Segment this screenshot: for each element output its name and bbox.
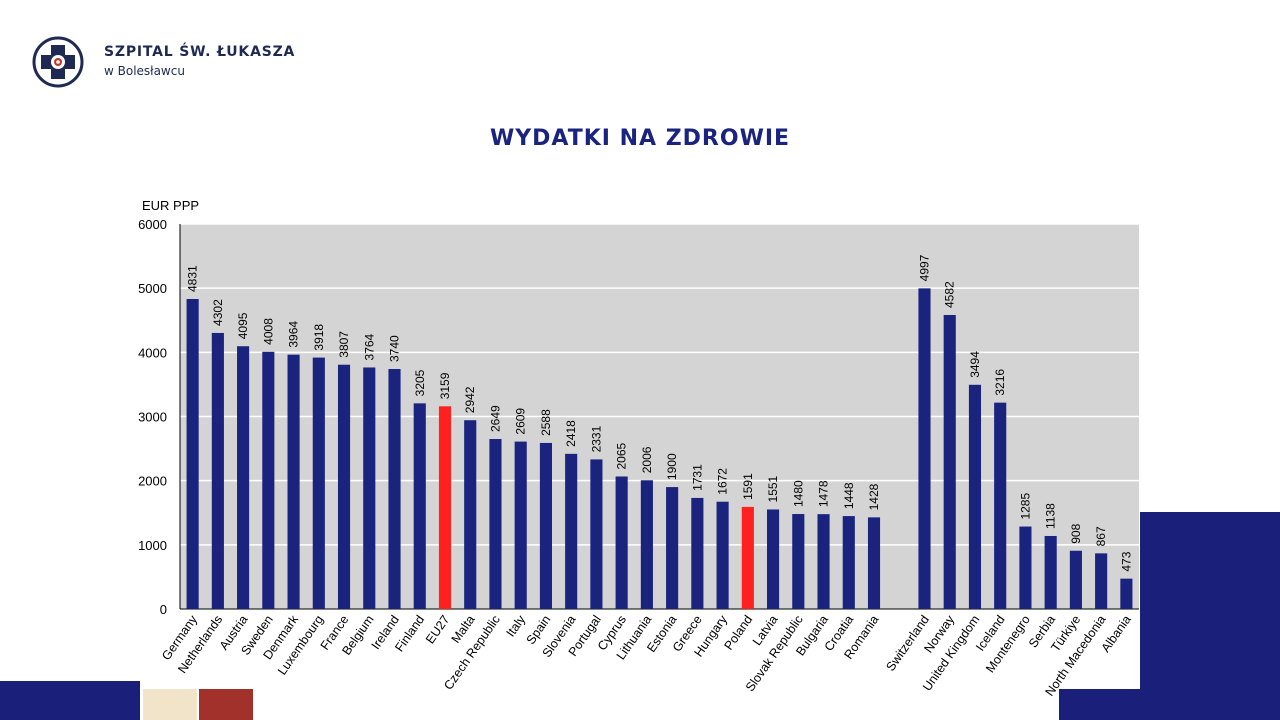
y-tick-label: 1000 bbox=[138, 538, 167, 553]
bar-value-label: 4008 bbox=[261, 318, 275, 345]
bar-value-label: 2331 bbox=[589, 425, 603, 452]
bar-value-label: 4095 bbox=[236, 312, 250, 339]
bar bbox=[590, 459, 603, 609]
bar-value-label: 2418 bbox=[564, 420, 578, 447]
bar bbox=[918, 288, 931, 609]
y-tick-label: 5000 bbox=[138, 281, 167, 296]
bar-value-label: 473 bbox=[1119, 551, 1133, 571]
bar bbox=[994, 402, 1007, 609]
bar bbox=[337, 364, 351, 609]
bar-value-label: 4997 bbox=[917, 254, 931, 281]
bar-value-label: 3159 bbox=[438, 372, 452, 399]
bar bbox=[867, 517, 881, 609]
bar bbox=[287, 354, 300, 609]
bar bbox=[211, 332, 224, 609]
bar bbox=[539, 442, 552, 609]
y-tick-label: 3000 bbox=[138, 410, 167, 425]
bar bbox=[741, 506, 754, 609]
bar-value-label: 1428 bbox=[867, 483, 881, 510]
bar-value-label: 3205 bbox=[413, 369, 427, 396]
bar-value-label: 3740 bbox=[388, 335, 402, 362]
bar bbox=[1069, 550, 1082, 609]
bar-value-label: 1672 bbox=[716, 468, 730, 495]
bar bbox=[792, 514, 805, 609]
bar-value-label: 1448 bbox=[842, 482, 856, 509]
x-category-label: Italy bbox=[504, 612, 529, 639]
decor-navy-block-right bbox=[1140, 512, 1280, 720]
decor-red-block bbox=[199, 689, 253, 720]
bar bbox=[237, 346, 250, 609]
bar-value-label: 1900 bbox=[665, 453, 679, 480]
bar-value-label: 2649 bbox=[488, 405, 502, 432]
hospital-name: SZPITAL ŚW. ŁUKASZA bbox=[104, 44, 296, 60]
bar-value-label: 3964 bbox=[287, 321, 301, 348]
bar bbox=[413, 403, 426, 609]
bar-value-label: 908 bbox=[1069, 523, 1083, 543]
bar-value-label: 2942 bbox=[463, 386, 477, 413]
bar bbox=[640, 480, 653, 609]
bar-value-label: 1591 bbox=[741, 473, 755, 500]
bar bbox=[262, 351, 275, 609]
y-axis-label: EUR PPP bbox=[142, 198, 199, 213]
bar bbox=[388, 369, 401, 609]
bar-value-label: 2609 bbox=[514, 408, 528, 435]
bar bbox=[842, 516, 855, 609]
medical-cross-logo-icon bbox=[32, 36, 84, 88]
bar-value-label: 1138 bbox=[1044, 503, 1058, 529]
hospital-location: w Bolesławcu bbox=[104, 64, 185, 78]
bar bbox=[1044, 535, 1057, 609]
y-tick-label: 6000 bbox=[138, 217, 167, 232]
bar bbox=[1120, 578, 1133, 609]
bar bbox=[817, 514, 830, 609]
bar-value-label: 3764 bbox=[362, 333, 376, 360]
bar bbox=[1095, 553, 1108, 609]
bar bbox=[363, 367, 376, 609]
bar-value-label: 1285 bbox=[1018, 493, 1032, 520]
bar bbox=[514, 441, 527, 609]
x-category-label: EU27 bbox=[423, 613, 452, 647]
bar bbox=[943, 314, 956, 609]
bar bbox=[438, 406, 452, 609]
bar-value-label: 3807 bbox=[337, 331, 351, 358]
bar bbox=[968, 384, 982, 609]
bar bbox=[767, 509, 780, 609]
slide-title: WYDATKI NA ZDROWIE bbox=[489, 126, 791, 151]
bar bbox=[186, 299, 199, 609]
bar-value-label: 4582 bbox=[943, 281, 957, 308]
bar bbox=[489, 439, 502, 609]
bar bbox=[691, 497, 704, 609]
bar-value-label: 2006 bbox=[640, 446, 654, 473]
bar-value-label: 2588 bbox=[539, 409, 553, 436]
bar-value-label: 1480 bbox=[791, 480, 805, 507]
decor-cream-block bbox=[143, 689, 197, 720]
bar-value-label: 4302 bbox=[211, 299, 225, 326]
bar bbox=[716, 501, 729, 609]
bar-value-label: 3494 bbox=[968, 351, 982, 378]
bar-value-label: 3918 bbox=[312, 324, 326, 351]
bar bbox=[615, 476, 628, 609]
bar-value-label: 1551 bbox=[766, 475, 780, 502]
bar-value-label: 3216 bbox=[993, 369, 1007, 396]
decor-navy-block-bottom-right bbox=[1059, 689, 1141, 720]
bar bbox=[312, 357, 325, 609]
y-tick-label: 2000 bbox=[138, 474, 167, 489]
bar-value-label: 867 bbox=[1094, 526, 1108, 546]
bar bbox=[464, 420, 477, 609]
bar bbox=[565, 453, 578, 609]
y-tick-label: 0 bbox=[160, 602, 167, 617]
decor-navy-block-bottom-left bbox=[0, 681, 140, 720]
bar bbox=[666, 487, 679, 609]
y-tick-label: 4000 bbox=[138, 345, 167, 360]
bar-value-label: 4831 bbox=[186, 265, 200, 292]
bar-value-label: 2065 bbox=[615, 442, 629, 469]
bar-value-label: 1478 bbox=[817, 480, 831, 507]
bar bbox=[1019, 526, 1032, 609]
bar-value-label: 1731 bbox=[690, 464, 704, 491]
